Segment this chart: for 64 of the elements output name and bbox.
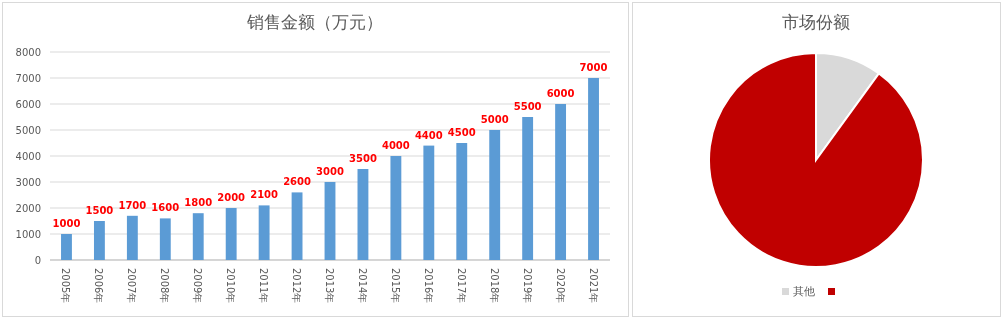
data-label: 3500 bbox=[349, 153, 377, 164]
bar bbox=[192, 213, 204, 260]
data-label: 7000 bbox=[579, 62, 608, 73]
bar bbox=[588, 78, 599, 260]
x-tick-label: 2009年 bbox=[192, 268, 204, 304]
x-tick-label: 2016年 bbox=[422, 268, 434, 304]
x-tick-label: 2010年 bbox=[225, 268, 237, 304]
bar bbox=[555, 104, 567, 260]
y-tick-label: 1000 bbox=[15, 229, 41, 240]
y-tick-label: 7000 bbox=[15, 73, 41, 84]
data-label: 1000 bbox=[52, 218, 81, 229]
bar bbox=[93, 221, 105, 260]
x-tick-label: 2008年 bbox=[159, 268, 171, 304]
x-tick-label: 2019年 bbox=[521, 268, 533, 304]
x-tick-label: 2005年 bbox=[60, 268, 72, 304]
data-label: 5000 bbox=[480, 114, 509, 125]
y-tick-label: 5000 bbox=[15, 125, 41, 136]
y-tick-label: 3000 bbox=[15, 177, 41, 188]
x-tick-label: 2017年 bbox=[455, 268, 467, 304]
bar bbox=[126, 215, 138, 260]
x-tick-label: 2013年 bbox=[324, 268, 335, 304]
data-label: 6000 bbox=[546, 88, 575, 99]
data-label: 2100 bbox=[250, 189, 279, 201]
y-tick-label: 6000 bbox=[15, 99, 41, 110]
data-label: 3000 bbox=[316, 166, 344, 177]
data-label: 4000 bbox=[381, 140, 410, 151]
data-label: 5500 bbox=[513, 101, 542, 112]
bar bbox=[324, 182, 336, 260]
bar bbox=[489, 130, 501, 260]
data-label: 1800 bbox=[184, 197, 213, 209]
bar bbox=[456, 143, 468, 260]
data-label: 4400 bbox=[414, 129, 443, 141]
data-label: 1600 bbox=[151, 202, 180, 214]
y-tick-label: 2000 bbox=[15, 203, 41, 214]
data-label: 1700 bbox=[118, 199, 147, 211]
x-tick-label: 2007年 bbox=[126, 268, 138, 304]
data-label: 2600 bbox=[283, 176, 312, 188]
pie-slice bbox=[708, 52, 924, 268]
x-tick-label: 2014年 bbox=[356, 268, 368, 304]
x-tick-label: 2012年 bbox=[291, 268, 303, 304]
legend-label: 其他 bbox=[793, 285, 815, 298]
bar bbox=[423, 145, 435, 260]
bar bbox=[291, 192, 303, 260]
x-tick-label: 2018年 bbox=[488, 268, 500, 304]
bar bbox=[61, 234, 72, 260]
x-tick-label: 2006年 bbox=[93, 268, 105, 304]
data-label: 1500 bbox=[85, 205, 114, 216]
data-label: 2000 bbox=[217, 192, 246, 203]
bar bbox=[390, 156, 402, 260]
chart-title: 销售金额（万元） bbox=[246, 12, 383, 32]
x-tick-label: 2020年 bbox=[554, 268, 566, 304]
bar bbox=[522, 117, 534, 260]
bar bbox=[159, 218, 171, 260]
bar bbox=[225, 208, 237, 260]
x-tick-label: 2021年 bbox=[587, 268, 599, 304]
data-label: 4500 bbox=[447, 127, 476, 138]
bar bbox=[357, 169, 369, 260]
x-tick-label: 2011年 bbox=[258, 268, 270, 304]
y-tick-label: 4000 bbox=[15, 151, 41, 162]
bar bbox=[258, 205, 270, 260]
chart-title: 市场份额 bbox=[782, 12, 850, 32]
y-tick-label: 8000 bbox=[15, 47, 41, 58]
y-tick-label: 0 bbox=[34, 255, 41, 266]
x-tick-label: 2015年 bbox=[389, 268, 401, 304]
